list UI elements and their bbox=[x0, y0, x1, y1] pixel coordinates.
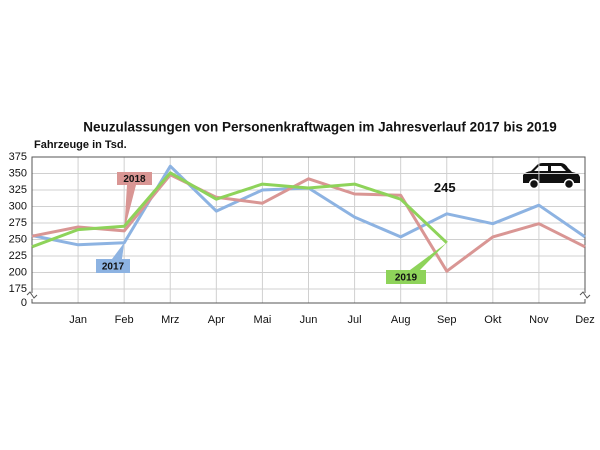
y-tick-label: 250 bbox=[9, 233, 27, 245]
x-tick-label: Nov bbox=[529, 314, 549, 326]
value-label: 245 bbox=[434, 180, 456, 195]
y-tick-label: 175 bbox=[9, 283, 27, 295]
series-line bbox=[31, 171, 448, 249]
axis-break-gap bbox=[28, 293, 36, 299]
legend-pointer bbox=[124, 185, 136, 231]
x-tick-label: Feb bbox=[115, 314, 134, 326]
x-tick-label: Jun bbox=[300, 314, 318, 326]
x-tick-label: Aug bbox=[391, 314, 411, 326]
x-tick-label: Mai bbox=[254, 314, 272, 326]
y-tick-label: 225 bbox=[9, 250, 27, 262]
x-tick-label: Dez bbox=[575, 314, 595, 326]
legend-box bbox=[386, 270, 426, 284]
legend-label: 2019 bbox=[395, 273, 418, 284]
plot-frame bbox=[31, 156, 586, 304]
y-axis-label: Fahrzeuge in Tsd. bbox=[34, 139, 127, 151]
legend-box bbox=[96, 259, 130, 273]
axis-break-gap bbox=[581, 293, 589, 299]
axis-break bbox=[579, 291, 591, 299]
legend-label: 2017 bbox=[102, 262, 125, 273]
x-tick-label: Mrz bbox=[161, 314, 179, 326]
legend-pointer bbox=[410, 242, 447, 270]
x-tick-label: Apr bbox=[208, 314, 225, 326]
y-tick-label: 375 bbox=[9, 151, 27, 163]
axis-break bbox=[26, 291, 38, 299]
x-tick-label: Okt bbox=[484, 314, 501, 326]
legend-pointer bbox=[112, 242, 125, 259]
y-tick-label: 325 bbox=[9, 184, 27, 196]
legend-box bbox=[117, 172, 152, 185]
y-tick-label: 200 bbox=[9, 266, 27, 278]
chart-title: Neuzulassungen von Personenkraftwagen im… bbox=[83, 120, 556, 135]
y-tick-label: 275 bbox=[9, 217, 27, 229]
car-icon bbox=[523, 163, 580, 190]
x-tick-label: Jul bbox=[348, 314, 362, 326]
x-tick-label: Jan bbox=[69, 314, 87, 326]
series-line bbox=[31, 173, 586, 273]
x-tick-label: Sep bbox=[437, 314, 457, 326]
y-tick-label: 350 bbox=[9, 167, 27, 179]
y-tick-label: 300 bbox=[9, 200, 27, 212]
legend-label: 2018 bbox=[123, 174, 146, 185]
y-tick-label: 0 bbox=[21, 297, 27, 309]
